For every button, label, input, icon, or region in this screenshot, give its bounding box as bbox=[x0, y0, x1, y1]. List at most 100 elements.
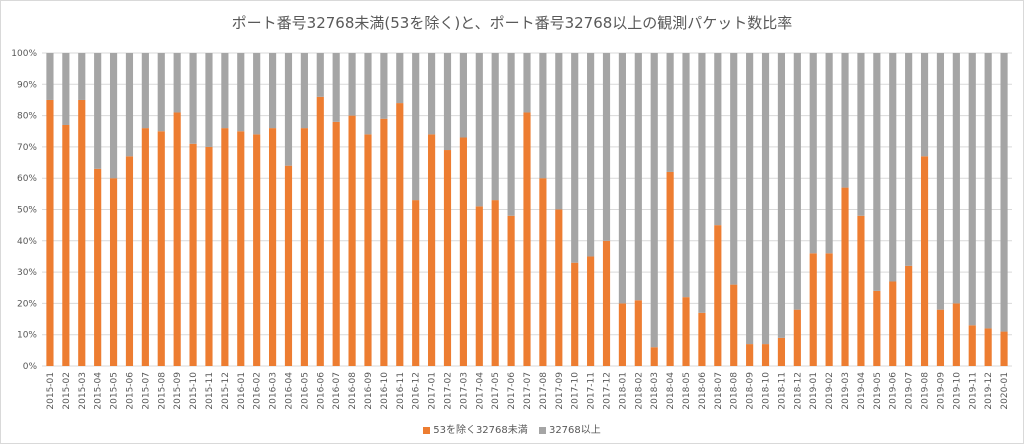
legend-swatch-gray bbox=[538, 426, 546, 434]
bar-series-2-2016-12 bbox=[412, 53, 420, 201]
x-tick-label: 2016-09 bbox=[364, 372, 374, 410]
bar-series-1-2018-11 bbox=[777, 337, 786, 366]
bar-series-1-2019-03 bbox=[841, 187, 849, 366]
x-tick-label: 2018-04 bbox=[666, 372, 676, 410]
bar-series-2-2015-11 bbox=[205, 53, 213, 147]
bar-series-1-2017-11 bbox=[587, 256, 595, 366]
legend-label-series-2: 32768以上 bbox=[548, 425, 601, 436]
bar-series-1-2018-08 bbox=[730, 284, 738, 366]
x-tick-label: 2015-12 bbox=[221, 372, 231, 410]
x-tick-label: 2017-04 bbox=[475, 372, 485, 410]
bar-series-1-2019-11 bbox=[968, 325, 976, 366]
y-tick-label: 40% bbox=[17, 237, 37, 247]
bar-series-2-2016-05 bbox=[300, 53, 308, 129]
bar-series-2-2015-03 bbox=[78, 53, 86, 100]
y-tick-label: 20% bbox=[17, 299, 37, 309]
bar-series-1-2019-08 bbox=[920, 156, 929, 366]
x-tick-label: 2017-12 bbox=[603, 372, 613, 410]
bar-series-2-2017-02 bbox=[443, 53, 452, 151]
x-tick-label: 2016-10 bbox=[380, 372, 390, 410]
bar-series-1-2016-01 bbox=[237, 131, 245, 366]
bar-series-2-2019-08 bbox=[920, 53, 929, 157]
bar-series-2-2016-10 bbox=[380, 53, 388, 119]
bar-series-1-2019-09 bbox=[936, 309, 945, 366]
legend-label-series-1: 53を除く32768未満 bbox=[433, 425, 528, 436]
bar-series-2-2019-05 bbox=[873, 53, 881, 291]
bar-series-1-2015-02 bbox=[62, 124, 70, 367]
bar-series-1-2016-10 bbox=[380, 118, 388, 366]
x-tick-label: 2018-12 bbox=[793, 372, 803, 410]
x-tick-label: 2018-08 bbox=[730, 372, 740, 410]
bar-series-1-2015-12 bbox=[221, 128, 229, 366]
x-tick-label: 2016-03 bbox=[269, 372, 279, 410]
bar-series-2-2018-09 bbox=[746, 53, 754, 345]
bar-series-1-2015-06 bbox=[125, 156, 134, 366]
legend-swatch-orange bbox=[423, 426, 431, 434]
bar-series-1-2015-10 bbox=[189, 143, 197, 366]
bar-series-1-2016-05 bbox=[300, 128, 308, 366]
x-tick-label: 2015-08 bbox=[157, 372, 167, 410]
bar-series-1-2017-01 bbox=[428, 134, 436, 366]
bar-series-1-2017-04 bbox=[475, 206, 483, 366]
bar-series-1-2017-10 bbox=[571, 262, 579, 366]
x-tick-label: 2015-07 bbox=[141, 372, 151, 410]
bar-series-1-2018-09 bbox=[746, 344, 754, 366]
bar-series-1-2016-12 bbox=[412, 200, 420, 366]
bar-series-2-2016-02 bbox=[253, 53, 261, 135]
bar-series-1-2018-02 bbox=[634, 300, 642, 366]
bar-series-1-2016-03 bbox=[269, 128, 277, 366]
bar-series-2-2016-03 bbox=[269, 53, 277, 129]
bar-series-1-2015-04 bbox=[94, 168, 102, 366]
x-tick-label: 2018-02 bbox=[634, 372, 644, 410]
x-tick-label: 2017-02 bbox=[443, 372, 453, 410]
bar-series-2-2019-07 bbox=[905, 53, 913, 266]
x-tick-label: 2019-08 bbox=[921, 372, 931, 410]
bar-series-2-2018-05 bbox=[682, 53, 690, 298]
bar-series-1-2017-05 bbox=[491, 200, 499, 366]
bar-series-1-2018-05 bbox=[682, 297, 690, 366]
x-tick-label: 2019-07 bbox=[905, 372, 915, 410]
bar-series-2-2016-09 bbox=[364, 53, 372, 135]
bar-series-2-2018-11 bbox=[777, 53, 786, 338]
x-tick-label: 2016-08 bbox=[348, 372, 358, 410]
bar-series-2-2016-07 bbox=[332, 53, 340, 122]
x-tick-label: 2015-03 bbox=[78, 372, 88, 410]
bar-series-1-2017-02 bbox=[443, 150, 452, 366]
legend: 53を除く32768未満 32768以上 bbox=[0, 421, 1024, 436]
bar-series-1-2019-05 bbox=[873, 290, 881, 366]
x-tick-label: 2018-06 bbox=[698, 372, 708, 410]
x-tick-label: 2018-05 bbox=[682, 372, 692, 410]
bar-series-1-2016-06 bbox=[316, 96, 324, 366]
bar-series-1-2019-10 bbox=[952, 303, 960, 366]
x-tick-label: 2016-12 bbox=[412, 372, 422, 410]
x-tick-label: 2018-09 bbox=[746, 372, 756, 410]
bar-series-1-2016-11 bbox=[396, 103, 404, 366]
bar-series-2-2017-08 bbox=[539, 53, 547, 179]
x-tick-label: 2016-01 bbox=[237, 372, 247, 410]
x-tick-label: 2018-11 bbox=[777, 372, 787, 410]
bar-series-1-2015-09 bbox=[173, 112, 181, 366]
y-tick-label: 10% bbox=[17, 331, 37, 341]
bar-series-2-2016-11 bbox=[396, 53, 404, 104]
bar-series-2-2016-01 bbox=[237, 53, 245, 132]
y-tick-label: 100% bbox=[11, 49, 37, 59]
y-tick-label: 80% bbox=[17, 112, 37, 122]
bar-series-1-2017-03 bbox=[459, 137, 467, 366]
bar-series-2-2015-12 bbox=[221, 53, 229, 129]
bar-series-2-2018-10 bbox=[761, 53, 770, 345]
bar-series-2-2017-09 bbox=[555, 53, 563, 210]
bar-series-2-2018-01 bbox=[618, 53, 626, 304]
x-tick-label: 2015-04 bbox=[94, 372, 104, 410]
bar-series-2-2016-06 bbox=[316, 53, 324, 97]
bar-series-1-2015-08 bbox=[157, 131, 165, 366]
bar-series-2-2015-06 bbox=[125, 53, 134, 157]
bar-series-2-2015-10 bbox=[189, 53, 197, 144]
bar-series-2-2019-12 bbox=[984, 53, 992, 329]
x-tick-label: 2017-10 bbox=[571, 372, 581, 410]
x-tick-label: 2019-11 bbox=[968, 372, 978, 410]
x-tick-label: 2019-12 bbox=[984, 372, 994, 410]
x-tick-label: 2015-06 bbox=[125, 372, 135, 410]
bar-series-2-2020-01 bbox=[1000, 53, 1008, 332]
x-tick-label: 2016-11 bbox=[396, 372, 406, 410]
x-tick-label: 2017-11 bbox=[587, 372, 597, 410]
